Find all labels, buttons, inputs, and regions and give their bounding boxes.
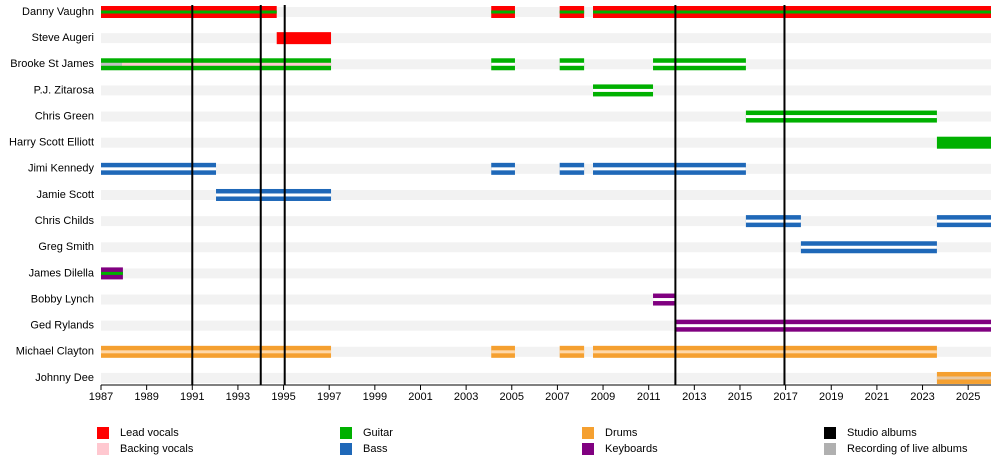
tenure-bar bbox=[276, 32, 332, 45]
member-name: Brooke St James bbox=[10, 58, 94, 70]
tenure-stripe bbox=[559, 10, 585, 14]
legend-swatch bbox=[340, 427, 352, 439]
tenure-stripe bbox=[101, 271, 123, 275]
legend-swatch bbox=[97, 443, 109, 455]
legend-swatch bbox=[824, 443, 836, 455]
tenure-stripe bbox=[491, 62, 515, 66]
legend-swatch bbox=[340, 443, 352, 455]
x-tick-label: 2023 bbox=[910, 391, 934, 403]
tenure-stripe bbox=[800, 245, 937, 249]
member-name: Danny Vaughn bbox=[22, 6, 94, 18]
row-background bbox=[101, 33, 991, 44]
member-name: Jimi Kennedy bbox=[28, 163, 95, 175]
row-background bbox=[101, 346, 991, 357]
x-tick-label: 1987 bbox=[89, 391, 113, 403]
tenure-stripe bbox=[745, 219, 801, 223]
tenure-stripe bbox=[491, 10, 515, 14]
x-tick-label: 2013 bbox=[682, 391, 706, 403]
tenure-stripe bbox=[491, 350, 515, 354]
member-name: Chris Childs bbox=[35, 215, 95, 227]
x-tick-label: 2003 bbox=[454, 391, 478, 403]
legend-label: Guitar bbox=[363, 427, 393, 439]
row-background bbox=[101, 111, 991, 122]
legend-label: Studio albums bbox=[847, 427, 917, 439]
x-tick-label: 2019 bbox=[819, 391, 843, 403]
x-tick-label: 1995 bbox=[271, 391, 295, 403]
tenure-stripe bbox=[593, 88, 654, 92]
tenure-stripe bbox=[121, 62, 332, 66]
tenure-stripe bbox=[101, 350, 332, 354]
row-background bbox=[101, 372, 991, 383]
x-tick-label: 1997 bbox=[317, 391, 341, 403]
x-tick-label: 2025 bbox=[956, 391, 980, 403]
tenure-stripe bbox=[101, 167, 217, 171]
legend-label: Drums bbox=[605, 427, 638, 439]
row-background bbox=[101, 242, 991, 253]
member-name: Harry Scott Elliott bbox=[9, 137, 94, 149]
row-background bbox=[101, 59, 991, 70]
row-background bbox=[101, 294, 991, 305]
legend-label: Recording of live albums bbox=[847, 443, 968, 455]
tenure-stripe bbox=[101, 10, 277, 14]
tenure-stripe bbox=[216, 193, 332, 197]
x-tick-label: 1999 bbox=[363, 391, 387, 403]
x-tick-label: 2017 bbox=[773, 391, 797, 403]
x-tick-label: 2001 bbox=[408, 391, 432, 403]
tenure-stripe bbox=[653, 62, 746, 66]
member-name: Michael Clayton bbox=[16, 346, 94, 358]
row-background bbox=[101, 163, 991, 174]
member-name: Johnny Dee bbox=[35, 372, 94, 384]
member-name: Ged Rylands bbox=[30, 320, 94, 332]
member-name: Steve Augeri bbox=[32, 32, 94, 44]
x-tick-label: 1989 bbox=[134, 391, 158, 403]
legend-swatch bbox=[582, 443, 594, 455]
x-tick-label: 2021 bbox=[865, 391, 889, 403]
x-tick-label: 1993 bbox=[226, 391, 250, 403]
row-background bbox=[101, 268, 991, 279]
legend-label: Backing vocals bbox=[120, 443, 194, 455]
x-tick-label: 1991 bbox=[180, 391, 204, 403]
x-tick-label: 2007 bbox=[545, 391, 569, 403]
legend-label: Lead vocals bbox=[120, 427, 179, 439]
tenure-stripe bbox=[559, 62, 585, 66]
legend-label: Bass bbox=[363, 443, 388, 455]
tenure-stripe bbox=[653, 298, 676, 302]
row-background bbox=[101, 85, 991, 96]
row-background bbox=[101, 189, 991, 200]
x-tick-label: 2005 bbox=[500, 391, 524, 403]
member-name: James Dilella bbox=[29, 267, 95, 279]
legend-swatch bbox=[97, 427, 109, 439]
member-name: P.J. Zitarosa bbox=[34, 84, 95, 96]
row-background bbox=[101, 320, 991, 331]
tenure-stripe bbox=[559, 167, 585, 171]
tenure-stripe bbox=[593, 350, 937, 354]
tenure-stripe bbox=[936, 376, 991, 380]
member-name: Greg Smith bbox=[38, 241, 94, 253]
member-name: Chris Green bbox=[35, 110, 94, 122]
tenure-stripe bbox=[936, 219, 991, 223]
tenure-bar bbox=[936, 136, 991, 149]
tenure-stripe bbox=[593, 167, 746, 171]
tenure-stripe bbox=[593, 10, 991, 14]
legend-swatch bbox=[824, 427, 836, 439]
member-name: Jamie Scott bbox=[37, 189, 94, 201]
row-background bbox=[101, 7, 991, 17]
member-name: Bobby Lynch bbox=[31, 293, 94, 305]
tenure-stripe bbox=[559, 350, 585, 354]
legend-swatch bbox=[582, 427, 594, 439]
x-tick-label: 2009 bbox=[591, 391, 615, 403]
x-tick-label: 2015 bbox=[728, 391, 752, 403]
tenure-stripe bbox=[745, 115, 937, 119]
row-background bbox=[101, 216, 991, 227]
row-background bbox=[101, 137, 991, 148]
tenure-stripe bbox=[675, 324, 991, 328]
legend-label: Keyboards bbox=[605, 443, 658, 455]
x-tick-label: 2011 bbox=[637, 391, 661, 403]
tenure-stripe bbox=[101, 62, 122, 66]
tenure-stripe bbox=[491, 167, 515, 171]
